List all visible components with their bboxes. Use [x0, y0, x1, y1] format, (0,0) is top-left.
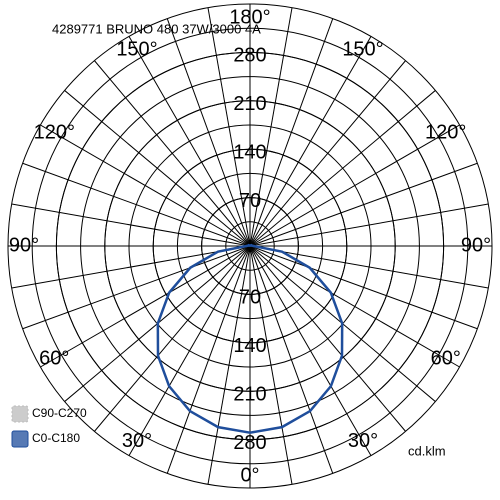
- spoke: [249, 245, 460, 368]
- r-tick-label: 280: [233, 432, 266, 454]
- r-tick-ring: [104, 100, 396, 392]
- r-tick-ring: [55, 51, 445, 441]
- spoke: [22, 162, 251, 247]
- angle-tick-label: 30°: [122, 430, 152, 452]
- legend-label: C0-C180: [32, 431, 80, 445]
- r-tick-label: 210: [233, 383, 266, 405]
- spoke: [249, 90, 436, 247]
- angle-tick-label: 120°: [34, 121, 75, 143]
- spoke: [249, 245, 478, 330]
- r-tick-label: 280: [233, 45, 266, 67]
- spoke: [249, 245, 293, 485]
- spoke: [166, 18, 251, 247]
- labels: 70 70 140 140 210 210 280 280 0° 30° 30° 60° 60° 90° 9…: [9, 6, 491, 486]
- spoke: [94, 60, 251, 247]
- angle-tick-label: 90°: [9, 234, 39, 256]
- spoke: [128, 36, 251, 247]
- spoke: [249, 245, 334, 474]
- spoke: [207, 245, 251, 485]
- legend: C90-C270 C0-C180: [11, 405, 87, 448]
- angle-tick-label: 0°: [240, 464, 259, 486]
- angle-tick-label: 90°: [461, 234, 491, 256]
- legend-swatch: [11, 405, 29, 423]
- r-tick-label: 140: [233, 141, 266, 163]
- angle-tick-label: 150°: [342, 39, 383, 61]
- r-tick-label: 70: [239, 287, 261, 309]
- angle-tick-label: 150°: [116, 39, 157, 61]
- spoke: [207, 7, 251, 247]
- grid: [7, 3, 493, 489]
- chart-title: 4289771 BRUNO 480 37W/3000 4A: [52, 21, 261, 36]
- spoke: [64, 90, 251, 247]
- spoke: [249, 7, 293, 247]
- r-tick-ring: [152, 148, 348, 344]
- spoke: [249, 18, 334, 247]
- unit-label: cd.klm: [408, 443, 446, 458]
- legend-swatch: [11, 430, 29, 448]
- spoke: [249, 36, 372, 247]
- r-tick-ring: [201, 197, 299, 295]
- spoke: [11, 203, 251, 247]
- spoke: [249, 60, 406, 247]
- angle-tick-label: 30°: [348, 430, 378, 452]
- spoke: [166, 245, 251, 474]
- spoke: [249, 124, 460, 247]
- spoke: [249, 162, 478, 247]
- spoke: [40, 245, 251, 368]
- angle-tick-label: 180°: [229, 6, 270, 28]
- legend-label: C90-C270: [32, 406, 87, 420]
- intensity-curve: [156, 243, 251, 434]
- r-tick-label: 140: [233, 335, 266, 357]
- intensity-curve: [249, 243, 344, 434]
- spoke: [11, 245, 251, 289]
- spoke: [94, 245, 251, 432]
- spoke: [249, 245, 372, 456]
- spoke: [249, 245, 406, 432]
- spoke: [40, 124, 251, 247]
- angle-tick-label: 120°: [425, 121, 466, 143]
- curves: [156, 243, 344, 434]
- spoke: [128, 245, 251, 456]
- r-tick-label: 210: [233, 93, 266, 115]
- spoke: [249, 245, 489, 289]
- angle-tick-label: 60°: [431, 347, 461, 369]
- spoke: [22, 245, 251, 330]
- angle-tick-label: 60°: [39, 347, 69, 369]
- r-tick-label: 70: [239, 190, 261, 212]
- spoke: [249, 203, 489, 247]
